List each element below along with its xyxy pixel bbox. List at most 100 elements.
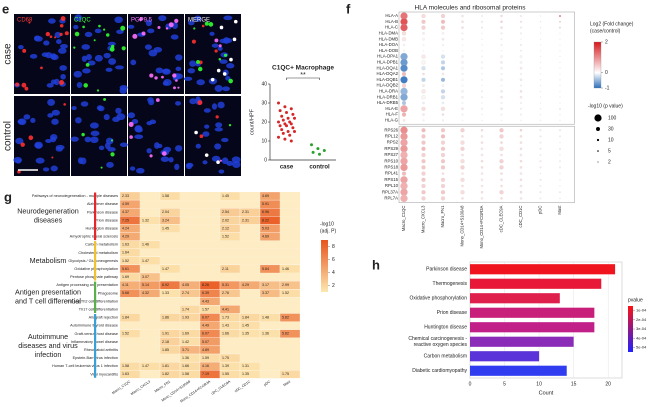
bubble bbox=[500, 38, 503, 41]
bubble bbox=[519, 153, 523, 157]
bubble bbox=[401, 71, 407, 77]
bubble bbox=[421, 66, 426, 71]
bubble bbox=[559, 166, 561, 169]
bubble bbox=[559, 50, 561, 52]
gene-label: HLA-DOA bbox=[379, 42, 398, 47]
nucleus bbox=[183, 76, 193, 81]
bubble bbox=[500, 90, 503, 93]
row-label: Phagosome bbox=[98, 291, 118, 295]
data-point bbox=[283, 105, 287, 109]
bar bbox=[470, 322, 595, 333]
empty-cell bbox=[220, 337, 240, 346]
empty-cell bbox=[140, 200, 160, 209]
stain bbox=[155, 98, 160, 102]
nucleus bbox=[30, 117, 36, 124]
nucleus bbox=[134, 126, 143, 132]
gene-label: HLA-DRA bbox=[379, 89, 398, 94]
bubble bbox=[461, 66, 464, 70]
column-label: Macro_C1QC bbox=[401, 206, 406, 232]
stain bbox=[15, 82, 20, 87]
bubble bbox=[499, 128, 504, 133]
bubble bbox=[421, 106, 426, 111]
bubble bbox=[461, 55, 464, 58]
y-tick-label: Chemical carcinogenesis - bbox=[408, 336, 467, 342]
group-label: Metabolism bbox=[30, 256, 67, 265]
nucleus bbox=[116, 113, 126, 121]
empty-cell bbox=[140, 264, 160, 273]
bubble bbox=[559, 154, 561, 156]
nucleus bbox=[187, 68, 196, 74]
bubble bbox=[461, 197, 464, 200]
bubble bbox=[539, 119, 542, 122]
bubble bbox=[539, 147, 542, 150]
colorbar-tick-label: 8 bbox=[332, 244, 335, 250]
x-tick-label: control bbox=[309, 165, 330, 171]
nucleus bbox=[146, 148, 152, 154]
stain bbox=[96, 89, 100, 92]
bubble bbox=[559, 79, 561, 81]
cell-value: 2.02 bbox=[222, 218, 229, 222]
bubble bbox=[539, 84, 542, 87]
bubble bbox=[520, 26, 522, 29]
size-key-label: 10 bbox=[608, 137, 614, 143]
bubble bbox=[401, 100, 407, 106]
row-label: Th1 and Th2 cell differentiation bbox=[66, 299, 118, 303]
cell-value: 4.43 bbox=[202, 299, 209, 303]
bar bbox=[470, 336, 574, 347]
cell-value: 7.25 bbox=[122, 218, 129, 222]
data-point bbox=[310, 143, 313, 147]
stain bbox=[219, 159, 222, 162]
overlap bbox=[219, 25, 224, 30]
empty-cell bbox=[260, 370, 280, 379]
stain bbox=[28, 135, 34, 141]
nucleus bbox=[155, 67, 164, 74]
empty-cell bbox=[160, 297, 180, 306]
column-label: cDC_CLEC9A bbox=[210, 379, 231, 395]
stain bbox=[40, 66, 43, 70]
data-point bbox=[278, 124, 282, 128]
bubble bbox=[480, 141, 484, 144]
nucleus bbox=[58, 47, 67, 54]
bubble bbox=[461, 44, 464, 46]
bubble bbox=[440, 54, 446, 59]
panel-label: h bbox=[372, 257, 380, 272]
bubble bbox=[481, 78, 483, 81]
group-label: Antigen presentation bbox=[15, 288, 81, 297]
empty-cell bbox=[180, 297, 200, 306]
bubble bbox=[422, 101, 425, 105]
data-point bbox=[286, 130, 290, 133]
colorbar bbox=[628, 306, 633, 352]
overlap bbox=[216, 160, 220, 164]
bubble bbox=[500, 20, 503, 24]
y-tick-label: 10 bbox=[261, 138, 267, 144]
cell-value: 1.45 bbox=[162, 226, 169, 230]
x-tick-label: 10 bbox=[536, 381, 542, 387]
cell-value: 1.47 bbox=[142, 364, 149, 368]
bubble bbox=[481, 102, 483, 104]
gene-label: HLA-DMA bbox=[379, 31, 398, 36]
cell-value: 1.52 bbox=[282, 291, 289, 295]
nucleus bbox=[130, 59, 137, 66]
cell-value: 4.32 bbox=[142, 291, 149, 295]
gene-label: HLA-DPB1 bbox=[377, 60, 399, 65]
cell-value: 4.05 bbox=[182, 283, 189, 287]
group-bar bbox=[94, 281, 97, 313]
empty-cell bbox=[280, 256, 300, 265]
nucleus bbox=[168, 157, 174, 163]
cell-value: 5.03 bbox=[262, 226, 269, 230]
empty-cell bbox=[140, 305, 160, 314]
stain bbox=[109, 46, 115, 52]
bubble bbox=[481, 50, 483, 52]
empty-cell bbox=[280, 362, 300, 371]
data-point bbox=[316, 147, 320, 151]
data-point bbox=[289, 122, 293, 126]
group-label: infection bbox=[35, 350, 62, 359]
cell-value: 1.55 bbox=[222, 372, 229, 376]
empty-cell bbox=[200, 216, 220, 225]
bubble bbox=[559, 107, 561, 110]
data-point bbox=[277, 120, 280, 124]
empty-cell bbox=[240, 232, 260, 241]
bubble bbox=[461, 84, 464, 87]
data-point bbox=[288, 133, 292, 137]
stain bbox=[161, 151, 167, 156]
